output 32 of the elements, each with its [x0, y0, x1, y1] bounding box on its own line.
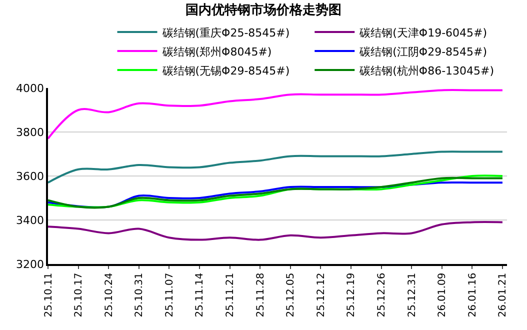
legend-label: 碳结钢(天津Φ19-6045#): [358, 26, 488, 40]
x-tick-label: 25.12.12: [316, 272, 327, 318]
x-tick-label: 25.10.11: [43, 272, 54, 318]
y-tick-label: 3800: [16, 126, 44, 139]
x-tick-label: 25.12.19: [346, 272, 358, 318]
line-series: [48, 221, 504, 241]
x-tick-label: 25.10.17: [74, 272, 85, 318]
x-tick-label: 25.10.24: [104, 272, 115, 318]
line-series: [48, 181, 504, 208]
legend-label: 碳结钢(杭州Φ86-13045#): [358, 64, 494, 78]
x-tick-label: 25.11.07: [164, 272, 176, 318]
legend-label: 碳结钢(郑州Φ8045#): [161, 45, 272, 58]
y-tick-label: 3600: [16, 170, 44, 183]
y-tick-label: 3200: [16, 258, 44, 271]
x-tick-label: 25.11.21: [225, 272, 236, 318]
x-tick-label: 25.12.26: [376, 272, 388, 318]
y-tick-label: 3400: [16, 214, 44, 227]
legend-label: 碳结钢(重庆Φ25-8545#): [161, 26, 290, 40]
legend-label: 碳结钢(无锡Φ29-8545#): [161, 64, 290, 78]
x-tick-label: 25.12.31: [406, 272, 418, 318]
x-tick-label: 25.11.14: [194, 272, 206, 318]
x-tick-label: 25.12.05: [286, 272, 297, 318]
legend-label: 碳结钢(江阴Φ29-8545#): [358, 45, 488, 58]
x-tick-label: 25.10.31: [134, 272, 146, 318]
x-tick-label: 26.01.21: [498, 272, 509, 318]
line-series: [48, 150, 504, 184]
x-tick-label: 25.11.28: [255, 272, 266, 318]
y-tick-label: 4000: [16, 82, 44, 95]
line-series: [48, 89, 504, 140]
x-tick-label: 26.01.16: [467, 272, 478, 318]
chart-title: 国内优特钢市场价格走势图: [186, 2, 342, 18]
x-tick-label: 26.01.09: [437, 272, 448, 318]
